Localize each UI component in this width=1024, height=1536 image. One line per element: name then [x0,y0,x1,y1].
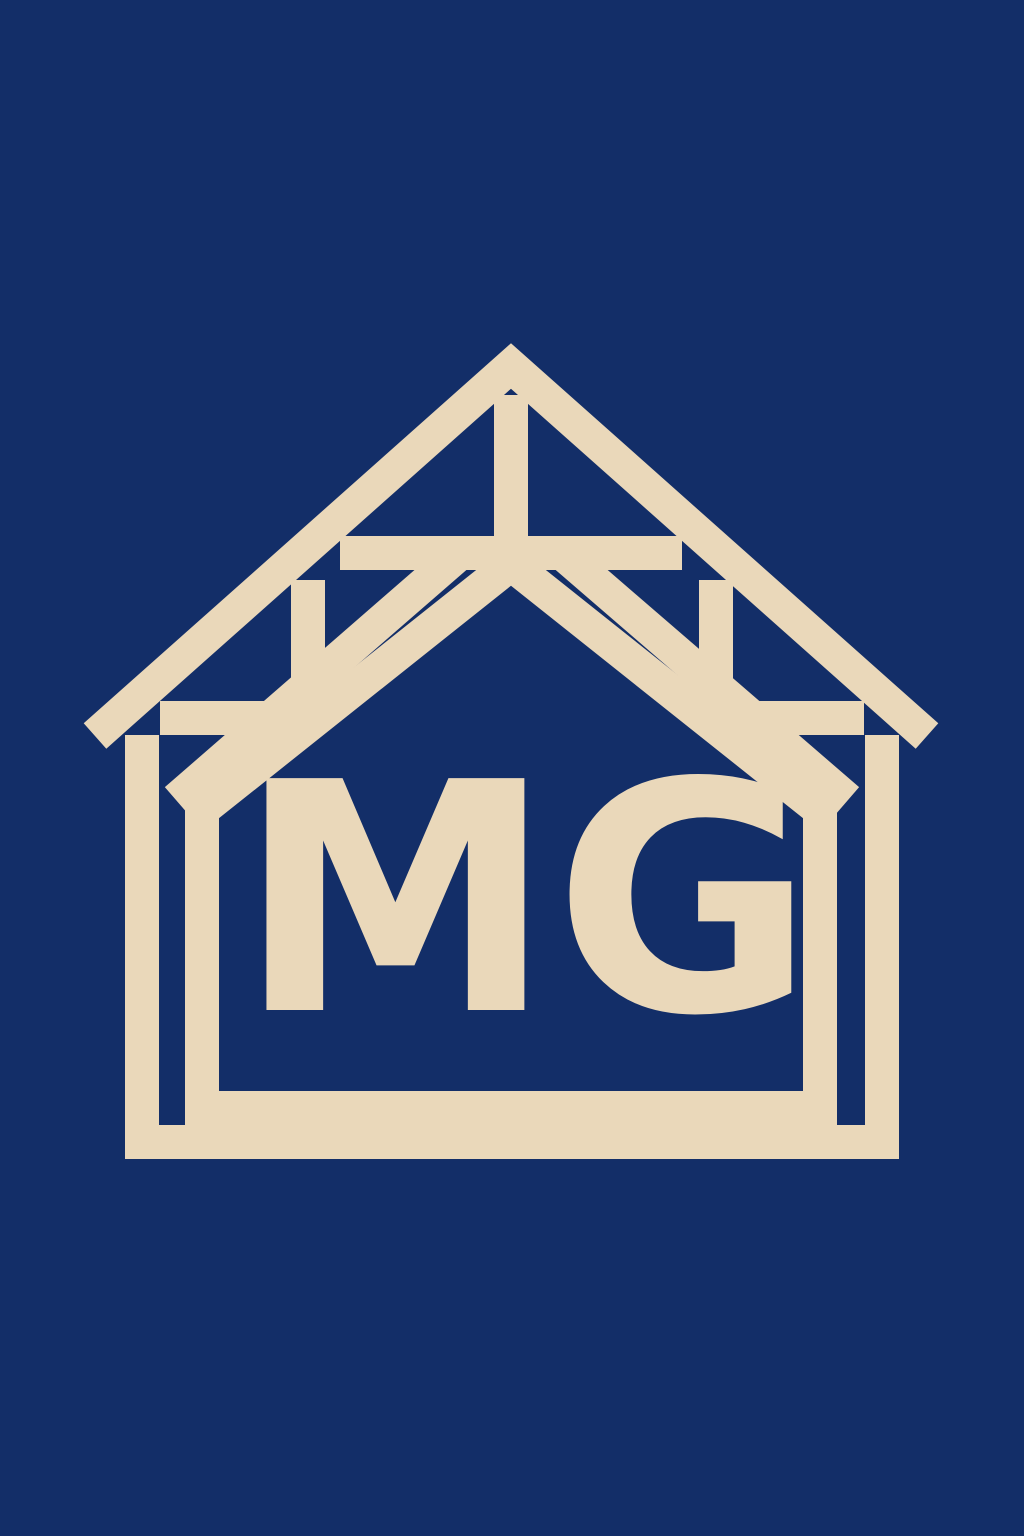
house-frame [83,343,939,1159]
outer-wall [125,735,899,1159]
truss-left-brace [164,540,472,813]
roof-outline [83,343,939,749]
monogram-text: MG [237,715,814,1085]
truss-right-brace [550,540,860,813]
